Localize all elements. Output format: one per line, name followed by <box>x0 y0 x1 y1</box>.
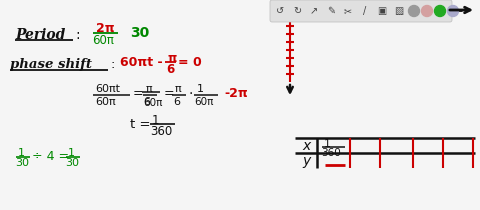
Text: 1: 1 <box>68 148 75 158</box>
Circle shape <box>408 5 420 17</box>
Text: :: : <box>110 58 114 71</box>
Text: x: x <box>302 139 310 153</box>
Text: = 0: = 0 <box>178 56 202 69</box>
Text: 2π: 2π <box>96 22 115 35</box>
Circle shape <box>421 5 432 17</box>
Text: ✎: ✎ <box>327 6 335 16</box>
Text: 30: 30 <box>65 158 79 168</box>
Circle shape <box>447 5 458 17</box>
Text: 60π: 60π <box>143 98 162 108</box>
Text: 6: 6 <box>173 97 180 107</box>
Text: ✂: ✂ <box>344 6 352 16</box>
Text: 6: 6 <box>166 63 174 76</box>
Text: 360: 360 <box>150 125 172 138</box>
Text: /: / <box>363 6 367 16</box>
Text: 60πt -: 60πt - <box>120 56 167 69</box>
Text: 60π: 60π <box>95 97 116 107</box>
Text: ÷ 4 =: ÷ 4 = <box>32 150 69 163</box>
Text: ↗: ↗ <box>310 6 318 16</box>
Text: 6: 6 <box>143 97 150 107</box>
FancyBboxPatch shape <box>270 0 452 22</box>
Text: t =: t = <box>130 118 151 131</box>
Text: =: = <box>164 87 175 100</box>
Text: ↺: ↺ <box>276 6 284 16</box>
Text: π: π <box>167 52 176 65</box>
Text: ▨: ▨ <box>395 6 404 16</box>
Text: π: π <box>146 84 153 94</box>
Text: 30: 30 <box>130 26 149 40</box>
Text: -2π: -2π <box>224 87 248 100</box>
Text: Period: Period <box>15 28 65 42</box>
Text: phase shift: phase shift <box>10 58 92 71</box>
Text: 1: 1 <box>197 84 204 94</box>
Text: 1: 1 <box>18 148 25 158</box>
Text: 1: 1 <box>152 114 159 127</box>
Text: 30: 30 <box>15 158 29 168</box>
Text: =: = <box>133 87 144 100</box>
Text: ·: · <box>188 87 192 101</box>
Text: ↻: ↻ <box>293 6 301 16</box>
Text: 1: 1 <box>324 139 331 149</box>
Text: y: y <box>302 154 310 168</box>
Text: ▣: ▣ <box>377 6 386 16</box>
Text: 360: 360 <box>321 148 341 158</box>
Text: 60π: 60π <box>92 34 114 47</box>
Text: 60πt: 60πt <box>95 84 120 94</box>
Text: π: π <box>175 84 181 94</box>
Text: 60π: 60π <box>194 97 214 107</box>
Circle shape <box>434 5 445 17</box>
Text: :: : <box>75 28 80 42</box>
